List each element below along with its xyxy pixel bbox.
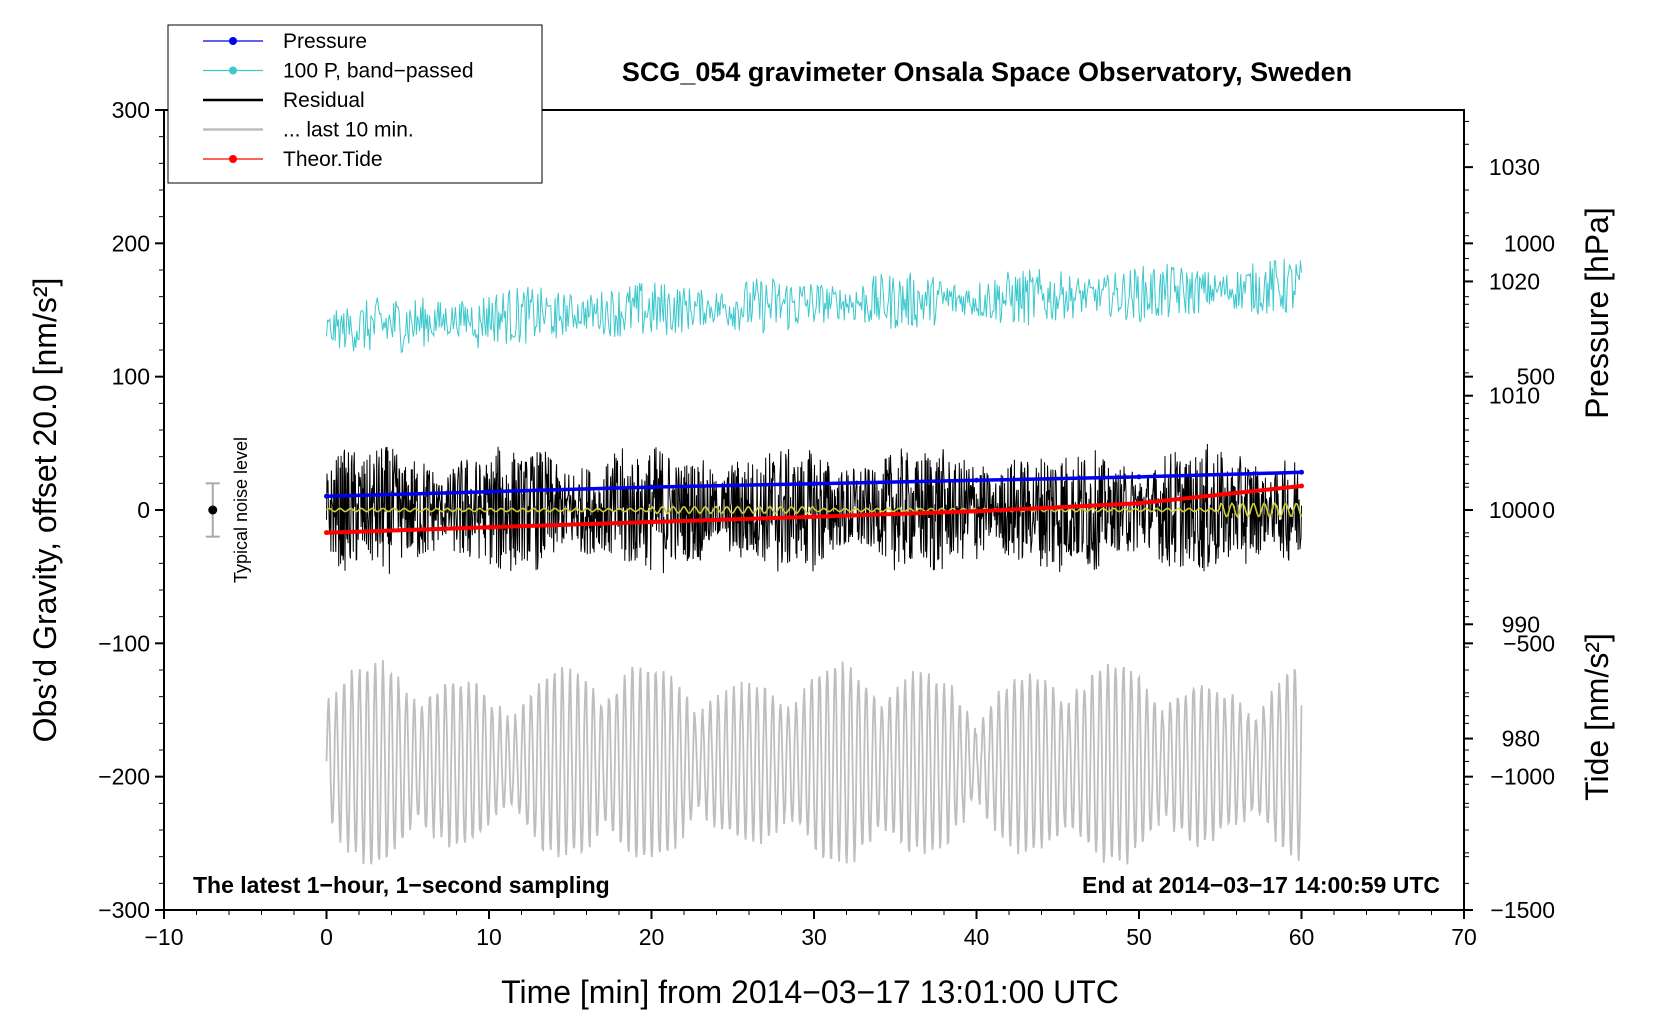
tide-tick-label: −1000	[1490, 764, 1555, 790]
x-axis-label: Time [min] from 2014−03−17 13:01:00 UTC	[501, 974, 1119, 1010]
y-tick-label: 0	[137, 497, 150, 523]
pressure-tick-label: 1030	[1489, 154, 1540, 180]
tide-axis-label: Tide [nm/s²]	[1579, 633, 1615, 801]
tide-tick-label: −500	[1503, 630, 1555, 656]
legend-marker	[229, 66, 237, 75]
pressure-point	[974, 477, 979, 483]
x-tick-label: 60	[1289, 924, 1315, 950]
y-tick-label: −200	[98, 764, 150, 790]
tide-point	[649, 519, 654, 525]
pressure-tick-label: 1000	[1489, 497, 1540, 523]
tide-tick-label: 1000	[1504, 230, 1555, 256]
x-tick-label: −10	[144, 924, 183, 950]
pressure-tick-label: 1010	[1489, 383, 1540, 409]
end-time-note: End at 2014−03−17 14:00:59 UTC	[1082, 872, 1440, 898]
axes-layer: −10 0 10 20 30 40 50 60 703002001000−100−200−300…	[98, 97, 1555, 950]
pressure-point	[1136, 474, 1142, 480]
tide-point	[486, 524, 492, 530]
y-axis-label: Obs’d Gravity, offset 20.0 [nm/s²]	[27, 278, 63, 743]
legend-marker	[229, 37, 237, 45]
pressure-axis-label: Pressure [hPa]	[1579, 207, 1615, 419]
y-tick-label: −300	[98, 897, 150, 923]
x-tick-label: 20	[639, 924, 665, 950]
noise-bar-point	[208, 505, 218, 515]
legend-marker	[229, 155, 237, 163]
y-tick-label: 200	[112, 230, 150, 256]
pressure-point	[486, 489, 492, 495]
tide-point	[1299, 483, 1304, 489]
pressure-point	[324, 493, 329, 499]
chart-title: SCG_054 gravimeter Onsala Space Observat…	[622, 57, 1352, 87]
pressure-tick-label: 1020	[1489, 268, 1540, 294]
last-10-min-series	[325, 660, 1303, 865]
tide-tick-label: −1500	[1490, 897, 1555, 923]
pressure-point	[649, 484, 654, 490]
legend-label: ... last 10 min.	[283, 119, 414, 142]
x-tick-label: 0	[320, 924, 333, 950]
tide-point	[974, 508, 979, 514]
x-tick-label: 50	[1126, 924, 1152, 950]
tide-point	[811, 514, 817, 520]
sampling-note: The latest 1−hour, 1−second sampling	[193, 872, 610, 898]
legend-label: Pressure	[283, 30, 367, 53]
band-passed-pressure-series	[326, 258, 1302, 354]
residual-series	[326, 443, 1302, 574]
noise-level-label: Typical noise level	[231, 437, 251, 583]
pressure-point	[1299, 469, 1304, 475]
filtered-residual-series	[325, 501, 1303, 519]
tide-tick-label: 0	[1542, 497, 1555, 523]
tide-point	[324, 530, 329, 536]
legend-label: 100 P, band−passed	[283, 60, 474, 83]
legend: Pressure 100 P, band−passed Residual ... la…	[167, 24, 543, 184]
tide-point	[1136, 500, 1142, 506]
x-tick-label: 10	[476, 924, 502, 950]
x-tick-label: 70	[1451, 924, 1477, 950]
tide-tick-label: 500	[1517, 364, 1555, 390]
data-layer	[205, 258, 1304, 865]
legend-label: Theor.Tide	[283, 148, 383, 171]
x-tick-label: 30	[801, 924, 827, 950]
legend-label: Residual	[283, 89, 365, 112]
pressure-point	[811, 481, 817, 487]
pressure-tick-label: 990	[1502, 611, 1540, 637]
y-tick-label: 100	[112, 364, 150, 390]
y-tick-label: 300	[112, 97, 150, 123]
pressure-tick-label: 980	[1502, 726, 1540, 752]
x-tick-label: 40	[964, 924, 990, 950]
y-tick-label: −100	[98, 630, 150, 656]
